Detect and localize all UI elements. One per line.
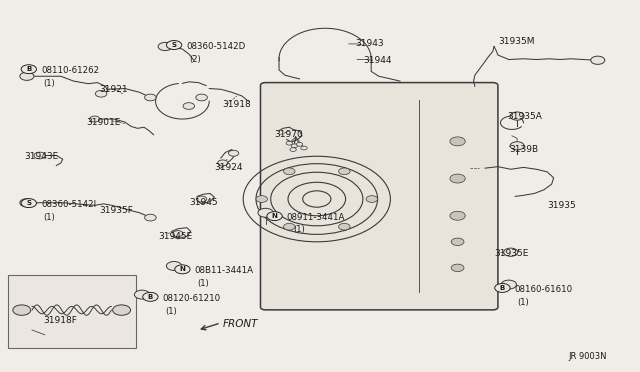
Text: 31921: 31921: [99, 85, 128, 94]
Text: 08160-61610: 08160-61610: [515, 285, 573, 294]
Text: 08120-61210: 08120-61210: [163, 294, 221, 303]
Circle shape: [175, 265, 190, 274]
Circle shape: [183, 103, 195, 109]
Circle shape: [501, 280, 516, 289]
Text: N: N: [271, 213, 278, 219]
Circle shape: [145, 94, 156, 101]
Circle shape: [301, 146, 307, 150]
Text: 31935E: 31935E: [494, 249, 529, 258]
Circle shape: [450, 211, 465, 220]
Text: (1): (1): [197, 279, 209, 288]
Text: 31935: 31935: [547, 201, 576, 210]
Circle shape: [256, 196, 268, 202]
Text: 31943E: 31943E: [24, 152, 59, 161]
Circle shape: [21, 199, 36, 208]
Circle shape: [291, 144, 298, 148]
Circle shape: [166, 262, 182, 270]
Bar: [8, 275, 136, 348]
Text: N: N: [179, 266, 186, 272]
Circle shape: [20, 199, 34, 207]
Circle shape: [290, 148, 296, 151]
Circle shape: [339, 223, 350, 230]
Circle shape: [284, 168, 295, 175]
FancyBboxPatch shape: [260, 83, 498, 310]
Circle shape: [143, 292, 158, 301]
Text: 31944: 31944: [364, 56, 392, 65]
Circle shape: [158, 42, 172, 51]
Circle shape: [591, 56, 605, 64]
Circle shape: [21, 65, 36, 74]
Text: (2): (2): [189, 55, 200, 64]
Circle shape: [339, 168, 350, 175]
Circle shape: [495, 283, 510, 292]
Text: 31970: 31970: [274, 130, 303, 139]
Text: 08360-5142D: 08360-5142D: [186, 42, 246, 51]
Circle shape: [286, 141, 292, 145]
Text: 31918: 31918: [223, 100, 252, 109]
Circle shape: [95, 90, 107, 97]
Circle shape: [510, 112, 524, 120]
Circle shape: [134, 290, 150, 299]
Text: S: S: [172, 42, 177, 48]
Text: 31945: 31945: [189, 198, 218, 207]
Circle shape: [34, 152, 45, 159]
Circle shape: [296, 142, 303, 146]
Text: 08911-3441A: 08911-3441A: [287, 213, 345, 222]
Circle shape: [510, 142, 524, 150]
Text: (1): (1): [293, 225, 305, 234]
Circle shape: [145, 214, 156, 221]
Circle shape: [267, 212, 282, 221]
Circle shape: [173, 231, 183, 237]
Circle shape: [451, 264, 464, 272]
Circle shape: [196, 196, 207, 202]
Text: 31935M: 31935M: [498, 37, 534, 46]
Text: 31918F: 31918F: [44, 316, 77, 325]
Text: 31924: 31924: [214, 163, 243, 172]
Text: 31935A: 31935A: [507, 112, 541, 121]
Circle shape: [20, 72, 34, 80]
Circle shape: [451, 238, 464, 246]
Text: B: B: [26, 66, 31, 72]
Circle shape: [218, 160, 228, 166]
Text: 31945E: 31945E: [159, 232, 193, 241]
Text: FRONT: FRONT: [223, 320, 258, 329]
Text: 08B11-3441A: 08B11-3441A: [195, 266, 253, 275]
Text: 31943: 31943: [355, 39, 384, 48]
Text: B: B: [148, 294, 153, 300]
Text: (1): (1): [44, 79, 55, 88]
Circle shape: [450, 174, 465, 183]
Text: (1): (1): [44, 213, 55, 222]
Text: 31901E: 31901E: [86, 118, 121, 127]
Circle shape: [196, 94, 207, 101]
Text: 08110-61262: 08110-61262: [41, 66, 99, 75]
Text: S: S: [26, 200, 31, 206]
Circle shape: [90, 116, 100, 122]
Circle shape: [284, 223, 295, 230]
Circle shape: [166, 41, 182, 49]
Circle shape: [113, 305, 131, 315]
Circle shape: [228, 150, 239, 156]
Text: (1): (1): [165, 307, 177, 316]
Circle shape: [366, 196, 378, 202]
Text: 31935F: 31935F: [99, 206, 133, 215]
Circle shape: [258, 208, 273, 217]
Circle shape: [450, 137, 465, 146]
Text: (1): (1): [517, 298, 529, 307]
Text: 3139B: 3139B: [509, 145, 538, 154]
Circle shape: [13, 305, 31, 315]
Circle shape: [504, 248, 518, 256]
Text: 08360-5142I: 08360-5142I: [41, 200, 96, 209]
Text: B: B: [500, 285, 505, 291]
Text: JR 9003N: JR 9003N: [568, 352, 607, 361]
